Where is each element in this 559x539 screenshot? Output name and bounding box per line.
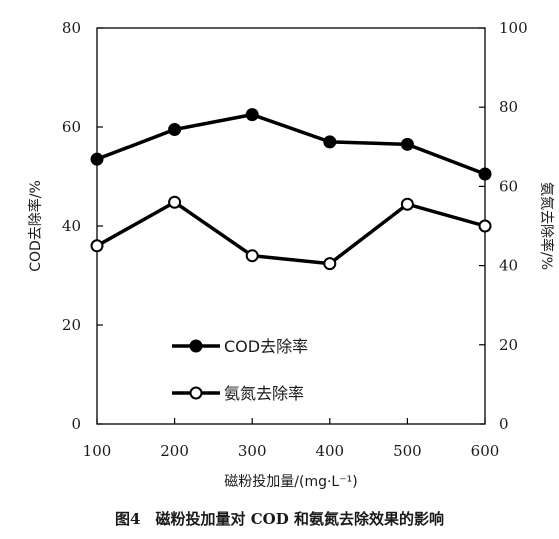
x-tick-label: 300 [238, 442, 267, 460]
chart: 100 200 300 400 500 600 0 20 40 60 80 0 20 40 60 80 100 C… [27, 19, 555, 490]
series-1-point [168, 122, 182, 136]
series-1-point [400, 137, 414, 151]
x-tick-label: 600 [471, 442, 500, 460]
y-right-tick-label: 80 [499, 98, 518, 116]
x-tick-label: 500 [393, 442, 422, 460]
series-line-2 [96, 200, 486, 266]
series-2-point [90, 239, 104, 253]
series-1-point [245, 108, 259, 122]
series-line-1 [96, 112, 486, 176]
series-2-point [323, 257, 337, 271]
plot-frame [96, 27, 486, 425]
y-right-tick-label: 100 [499, 19, 528, 37]
x-axis-title: 磁粉投加量/(mg·L⁻¹) [224, 474, 357, 490]
figure-caption: 图4 磁粉投加量对 COD 和氨氮去除效果的影响 [115, 510, 444, 528]
legend-marker [189, 386, 203, 400]
series-2-point [478, 219, 492, 233]
y-left-tick-label: 40 [62, 217, 81, 235]
legend-label: 氨氮去除率 [224, 384, 304, 403]
y-left-tick-label: 80 [62, 19, 81, 37]
y-axis-right-title: 氨氮去除率/% [538, 182, 555, 270]
y-right-tick-label: 40 [499, 257, 518, 275]
series-1-point [323, 135, 337, 149]
series-2-point [400, 197, 414, 211]
x-tick-label: 200 [160, 442, 189, 460]
legend-marker [189, 339, 203, 353]
y-right-tick-label: 0 [499, 415, 509, 433]
series-2-point [168, 195, 182, 209]
series-2-point [245, 249, 259, 263]
plot-area: 100 200 300 400 500 600 0 20 40 60 80 0 20 40 60 80 100 C… [62, 19, 528, 460]
series-1-point [90, 152, 104, 166]
x-tick-label: 400 [315, 442, 344, 460]
y-left-tick-label: 0 [71, 415, 81, 433]
y-right-tick-label: 60 [499, 177, 518, 195]
y-left-tick-label: 60 [62, 118, 81, 136]
y-axis-left-title: COD去除率/% [27, 180, 44, 272]
legend-label: COD去除率 [224, 337, 308, 356]
series-1-point [478, 167, 492, 181]
x-tick-label: 100 [83, 442, 112, 460]
y-left-tick-label: 20 [62, 316, 81, 334]
y-right-tick-label: 20 [499, 336, 518, 354]
